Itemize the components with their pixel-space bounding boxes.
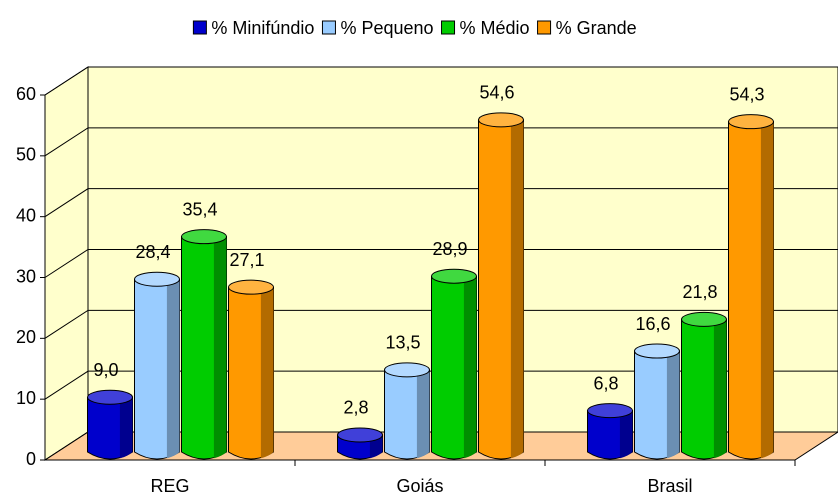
legend-label: % Pequeno: [340, 18, 433, 38]
bar-side: [416, 369, 430, 459]
bar-top: [228, 279, 274, 295]
bar-top: [181, 229, 227, 245]
x-tick-label: Brasil: [647, 476, 692, 495]
bar-top: [87, 389, 133, 405]
grid-line: [44, 309, 838, 339]
value-label: 54,3: [729, 84, 764, 104]
bar-side: [119, 397, 133, 459]
grid-line: [44, 188, 838, 218]
value-label: 28,9: [432, 239, 467, 259]
bar-top: [634, 343, 680, 359]
bar-side: [619, 410, 633, 459]
y-tick-label: 0: [26, 449, 36, 469]
value-label: 21,8: [682, 282, 717, 302]
bar-top: [587, 403, 633, 419]
value-label: 16,6: [635, 314, 670, 334]
x-tick-label: REG: [150, 476, 189, 495]
value-label: 28,4: [135, 242, 170, 262]
bar-top: [728, 114, 774, 130]
legend-swatch: [321, 20, 336, 35]
y-tick-label: 20: [16, 327, 36, 347]
value-label: 2,8: [343, 398, 368, 418]
legend-swatch: [192, 20, 207, 35]
legend-swatch: [537, 20, 552, 35]
bar-top: [431, 268, 477, 284]
legend-label: % Minifúndio: [211, 18, 314, 38]
grid-line: [44, 127, 838, 157]
grid-line: [44, 249, 838, 278]
grid-line: [44, 370, 838, 400]
y-tick-label: 10: [16, 388, 36, 408]
bar-top: [337, 427, 383, 443]
bar-top: [681, 311, 727, 327]
value-label: 54,6: [479, 83, 514, 103]
bar-side: [666, 351, 680, 459]
value-label: 35,4: [182, 199, 217, 219]
bar-side: [213, 236, 227, 459]
bar-side: [463, 276, 477, 459]
bar-top: [384, 362, 430, 378]
bar-side: [760, 121, 774, 459]
value-label: 6,8: [593, 373, 618, 393]
legend-label: % Grande: [556, 18, 637, 38]
y-tick-label: 40: [16, 205, 36, 225]
value-label: 27,1: [229, 250, 264, 270]
y-tick-label: 50: [16, 145, 36, 165]
y-tick-label: 60: [16, 84, 36, 104]
bar-side: [166, 279, 180, 459]
y-tick-label: 30: [16, 266, 36, 286]
bar-top: [478, 112, 524, 128]
legend-swatch: [441, 20, 456, 35]
bar-side: [510, 119, 524, 459]
legend-label: % Médio: [460, 18, 530, 38]
value-label: 9,0: [93, 360, 118, 380]
value-label: 13,5: [385, 333, 420, 353]
x-tick-label: Goiás: [396, 476, 443, 495]
bar-top: [134, 271, 180, 287]
bar-side: [260, 287, 274, 459]
bar-side: [713, 319, 727, 459]
grid-line: [44, 66, 838, 96]
